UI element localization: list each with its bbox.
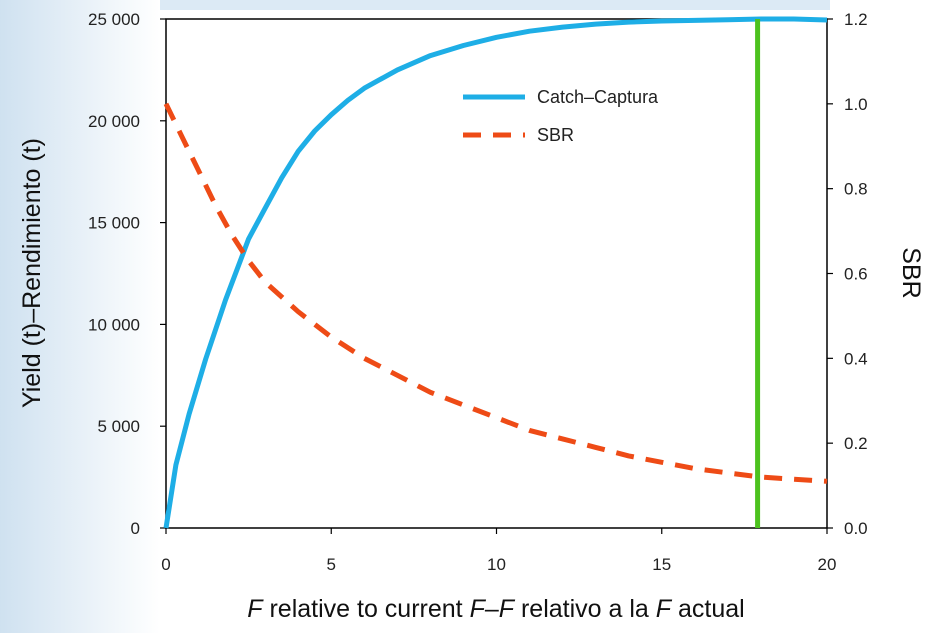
y2-tick-label: 0.2 [844, 434, 868, 453]
x-axis-title: F relative to current F–F relativo a la … [247, 595, 744, 623]
y-tick-label: 5 000 [97, 417, 140, 436]
sbr-series-line [163, 102, 828, 484]
y2-tick-label: 0.6 [844, 265, 868, 284]
y-tick-label: 10 000 [88, 315, 140, 334]
legend: Catch–Captura SBR [463, 87, 659, 145]
y2-tick-label: 0.0 [844, 519, 868, 538]
legend-label: Catch–Captura [537, 87, 659, 107]
x-tick-label: 15 [652, 555, 671, 574]
y-tick-label: 15 000 [88, 214, 140, 233]
y-tick-label: 0 [131, 519, 140, 538]
y2-tick-label: 0.8 [844, 180, 868, 199]
x-tick-label: 5 [327, 555, 336, 574]
y-tick-label: 20 000 [88, 112, 140, 131]
x-tick-label: 20 [818, 555, 837, 574]
y-axis-title: Yield (t)–Rendimiento (t) [18, 138, 46, 408]
plot-area [165, 18, 828, 529]
background-fade-top [160, 0, 830, 10]
legend-label: SBR [537, 125, 574, 145]
y-tick-label: 25 000 [88, 10, 140, 29]
x-tick-label: 10 [487, 555, 506, 574]
axis-ticks: 0 5 10 15 20 0 5 000 10 000 15 000 20 000 25 000 0.… [88, 10, 868, 574]
catch-series-line [163, 16, 828, 529]
background-fade-left [0, 0, 160, 633]
y2-tick-label: 1.2 [844, 10, 868, 29]
y2-tick-label: 0.4 [844, 349, 868, 368]
y2-tick-label: 1.0 [844, 95, 868, 114]
series-layer [163, 16, 828, 529]
y2-axis-title: SBR [897, 247, 925, 298]
x-tick-label: 0 [161, 555, 170, 574]
